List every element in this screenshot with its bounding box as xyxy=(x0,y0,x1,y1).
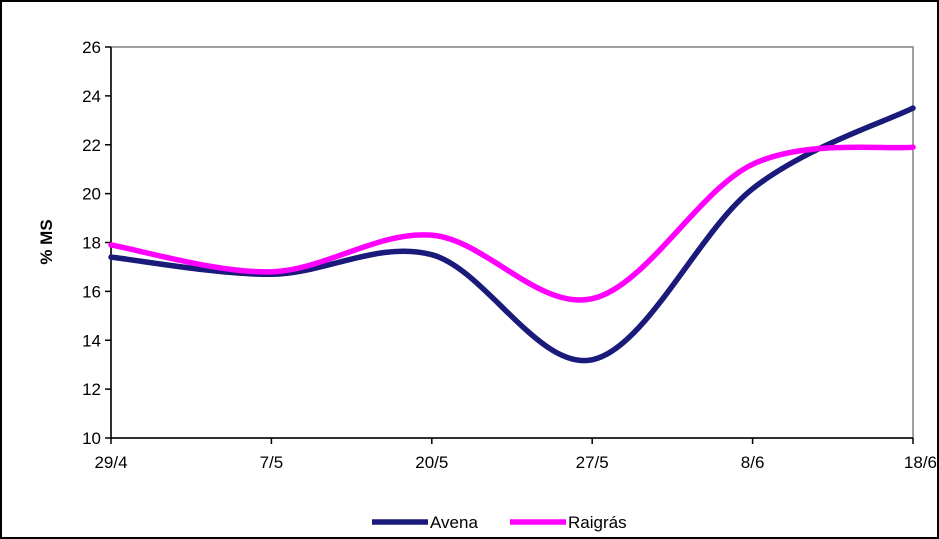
y-tick-label: 14 xyxy=(82,331,101,350)
legend-label-raigras: Raigrás xyxy=(568,513,627,532)
plot-area-border xyxy=(110,46,914,439)
y-tick-label: 24 xyxy=(82,87,101,106)
y-tick-label: 10 xyxy=(82,429,101,448)
x-tick-label: 29/4 xyxy=(94,453,127,472)
x-tick-label: 7/5 xyxy=(260,453,284,472)
y-axis: 10 12 14 16 18 20 22 24 26 xyxy=(82,38,914,448)
legend-label-avena: Avena xyxy=(430,513,478,532)
y-tick-label: 26 xyxy=(82,38,101,57)
series-line-raigras xyxy=(108,144,916,303)
series-lines xyxy=(108,105,916,364)
y-axis-title: % MS xyxy=(37,219,56,264)
series-line-avena xyxy=(108,105,916,364)
y-tick-label: 22 xyxy=(82,136,101,155)
x-tick-label: 18/6 xyxy=(904,453,937,472)
y-tick-label: 20 xyxy=(82,185,101,204)
x-tick-label: 8/6 xyxy=(741,453,765,472)
y-tick-label: 18 xyxy=(82,234,101,253)
y-tick-label: 12 xyxy=(82,380,101,399)
y-tick-label: 16 xyxy=(82,282,101,301)
legend: Avena Raigrás xyxy=(372,513,627,532)
x-tick-label: 27/5 xyxy=(576,453,609,472)
x-axis: 29/4 7/5 20/5 27/5 8/6 18/6 xyxy=(94,437,937,472)
x-tick-label: 20/5 xyxy=(415,453,448,472)
